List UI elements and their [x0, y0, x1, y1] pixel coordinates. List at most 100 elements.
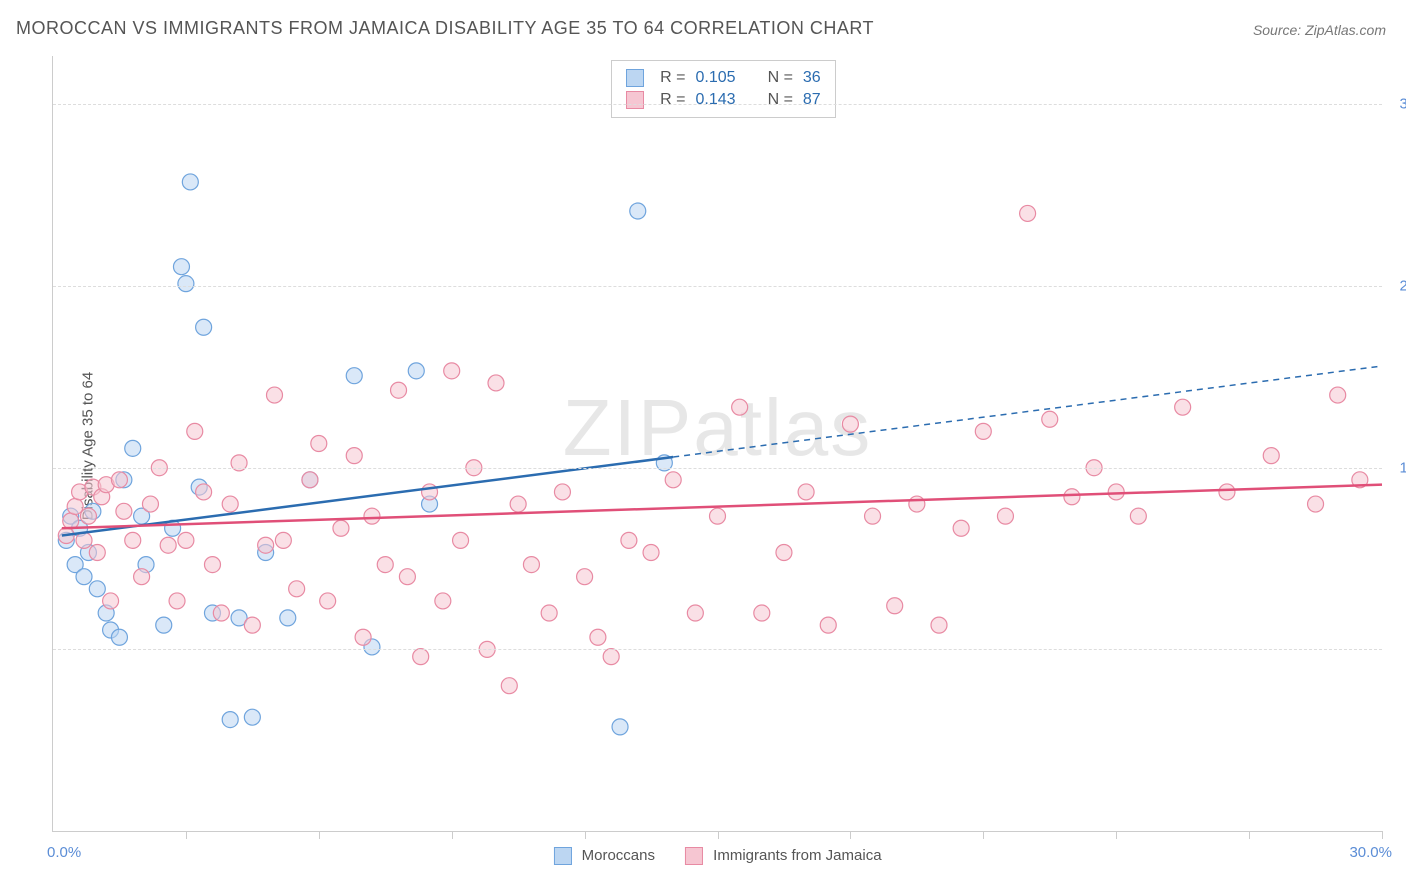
scatter-point — [204, 557, 220, 573]
scatter-point — [621, 532, 637, 548]
scatter-point — [931, 617, 947, 633]
scatter-point — [687, 605, 703, 621]
scatter-point — [169, 593, 185, 609]
scatter-point — [258, 537, 274, 553]
scatter-point — [643, 544, 659, 560]
gridline-h — [53, 649, 1382, 650]
swatch-series-0 — [626, 69, 644, 87]
scatter-point — [134, 569, 150, 585]
scatter-point — [1175, 399, 1191, 415]
scatter-point — [320, 593, 336, 609]
scatter-point — [76, 569, 92, 585]
source-attribution: Source: ZipAtlas.com — [1253, 22, 1386, 38]
legend-label-1: Immigrants from Jamaica — [713, 847, 881, 864]
stats-legend-box: R = 0.105 N = 36 R = 0.143 N = 87 — [611, 60, 836, 118]
scatter-point — [182, 174, 198, 190]
scatter-point — [125, 532, 141, 548]
scatter-point — [1263, 448, 1279, 464]
scatter-point — [590, 629, 606, 645]
x-tick — [1382, 831, 1383, 839]
scatter-point — [408, 363, 424, 379]
scatter-point — [333, 520, 349, 536]
scatter-point — [391, 382, 407, 398]
scatter-point — [187, 423, 203, 439]
scatter-point — [541, 605, 557, 621]
scatter-point — [798, 484, 814, 500]
scatter-point — [413, 649, 429, 665]
scatter-point — [173, 259, 189, 275]
scatter-point — [630, 203, 646, 219]
scatter-point — [554, 484, 570, 500]
scatter-point — [997, 508, 1013, 524]
scatter-point — [1308, 496, 1324, 512]
x-tick — [1116, 831, 1117, 839]
scatter-point — [89, 581, 105, 597]
scatter-point — [116, 503, 132, 519]
scatter-point — [103, 593, 119, 609]
stats-row-series-0: R = 0.105 N = 36 — [626, 67, 821, 89]
scatter-point — [178, 276, 194, 292]
scatter-point — [820, 617, 836, 633]
stat-n-label: N = — [768, 69, 793, 87]
scatter-point — [488, 375, 504, 391]
scatter-point — [160, 537, 176, 553]
y-tick-label: 15.0% — [1399, 459, 1406, 476]
scatter-point — [346, 368, 362, 384]
scatter-point — [842, 416, 858, 432]
scatter-point — [435, 593, 451, 609]
trend-line-dashed — [673, 366, 1382, 457]
stat-r-value-0: 0.105 — [696, 69, 736, 87]
scatter-point — [665, 472, 681, 488]
scatter-point — [1219, 484, 1235, 500]
scatter-point — [887, 598, 903, 614]
scatter-point — [111, 629, 127, 645]
scatter-point — [1020, 205, 1036, 221]
scatter-point — [244, 709, 260, 725]
gridline-h — [53, 104, 1382, 105]
scatter-point — [510, 496, 526, 512]
scatter-point — [909, 496, 925, 512]
scatter-point — [196, 484, 212, 500]
scatter-point — [142, 496, 158, 512]
scatter-point — [399, 569, 415, 585]
scatter-point — [289, 581, 305, 597]
scatter-point — [577, 569, 593, 585]
scatter-point — [975, 423, 991, 439]
legend-item-1: Immigrants from Jamaica — [685, 847, 882, 865]
x-tick — [983, 831, 984, 839]
scatter-point — [111, 472, 127, 488]
scatter-point — [732, 399, 748, 415]
scatter-point — [178, 532, 194, 548]
scatter-point — [222, 496, 238, 512]
scatter-point — [953, 520, 969, 536]
chart-title: MOROCCAN VS IMMIGRANTS FROM JAMAICA DISA… — [16, 18, 874, 39]
scatter-point — [710, 508, 726, 524]
scatter-point — [244, 617, 260, 633]
x-axis-end-label: 30.0% — [1349, 844, 1392, 861]
x-tick — [452, 831, 453, 839]
stat-n-value-0: 36 — [803, 69, 821, 87]
scatter-point — [865, 508, 881, 524]
x-tick — [718, 831, 719, 839]
scatter-point — [453, 532, 469, 548]
scatter-point — [501, 678, 517, 694]
stat-r-value-1: 0.143 — [696, 91, 736, 109]
swatch-series-1 — [626, 91, 644, 109]
stat-n-label: N = — [768, 91, 793, 109]
scatter-point — [776, 544, 792, 560]
bottom-legend: Moroccans Immigrants from Jamaica — [553, 847, 881, 865]
legend-item-0: Moroccans — [553, 847, 655, 865]
x-axis-origin-label: 0.0% — [47, 844, 81, 861]
scatter-point — [355, 629, 371, 645]
legend-swatch-0 — [553, 847, 571, 865]
scatter-point — [80, 508, 96, 524]
x-tick — [186, 831, 187, 839]
scatter-point — [1042, 411, 1058, 427]
stat-r-label: R = — [660, 69, 685, 87]
scatter-point — [1330, 387, 1346, 403]
scatter-point — [1130, 508, 1146, 524]
x-tick — [1249, 831, 1250, 839]
scatter-point — [377, 557, 393, 573]
legend-label-0: Moroccans — [582, 847, 655, 864]
scatter-point — [280, 610, 296, 626]
